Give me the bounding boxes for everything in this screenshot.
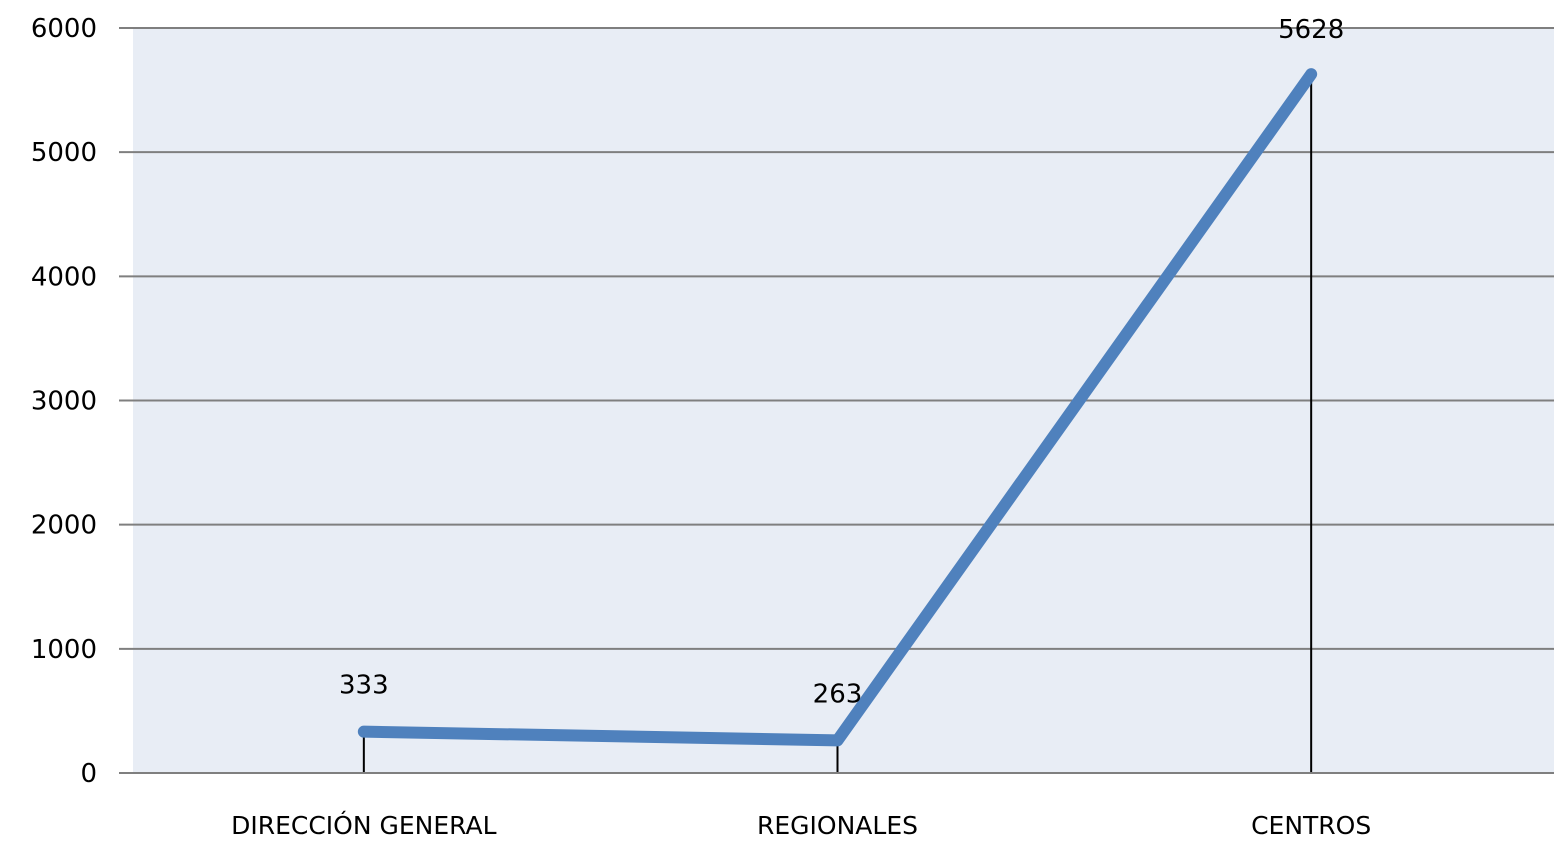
x-tick-label-3: CENTROS <box>1251 811 1371 840</box>
data-label-2: 263 <box>813 679 863 709</box>
y-tick-label-3000: 3000 <box>31 387 97 417</box>
series-line-group <box>357 68 1318 747</box>
data-point-3 <box>1306 69 1317 80</box>
x-axis: DIRECCIÓN GENERAL REGIONALES CENTROS <box>119 772 1554 840</box>
y-axis: 0 1000 2000 3000 4000 5000 6000 <box>31 14 97 789</box>
data-point-2 <box>832 735 843 746</box>
data-point-1 <box>358 726 369 737</box>
y-tick-label-1000: 1000 <box>31 635 97 665</box>
data-labels: 333 263 5628 <box>339 15 1344 709</box>
x-tick-label-1: DIRECCIÓN GENERAL <box>231 810 497 840</box>
y-tick-label-4000: 4000 <box>31 262 97 292</box>
y-tick-label-2000: 2000 <box>31 511 97 541</box>
y-tick-label-5000: 5000 <box>31 138 97 168</box>
y-tick-label-6000: 6000 <box>31 14 97 44</box>
y-tick-label-0: 0 <box>80 759 97 789</box>
data-label-1: 333 <box>339 671 389 701</box>
data-label-3: 5628 <box>1278 15 1344 45</box>
x-tick-label-2: REGIONALES <box>757 811 918 840</box>
